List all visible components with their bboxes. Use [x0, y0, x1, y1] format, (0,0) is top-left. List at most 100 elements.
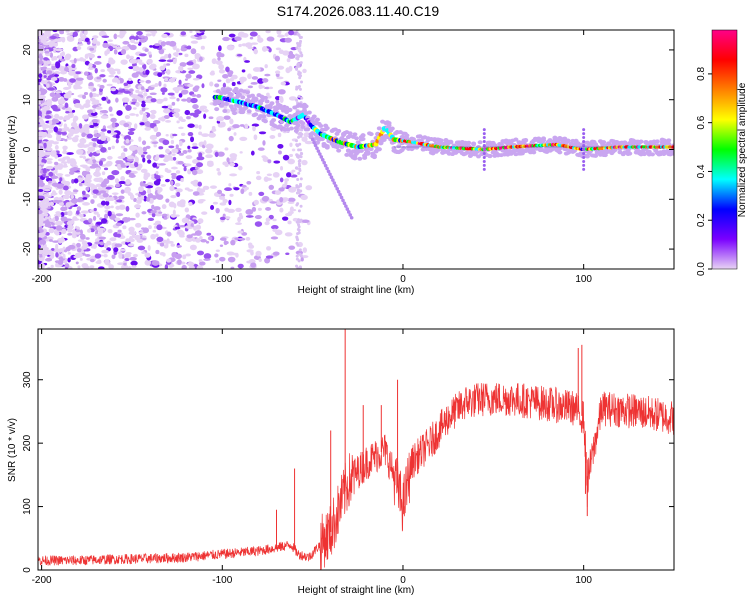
spectrogram-noise-point: [141, 102, 146, 108]
spectrogram-noise-point: [83, 91, 89, 96]
spectrogram-noise-point: [192, 63, 200, 70]
spectrogram-noise-point: [178, 65, 183, 71]
spectrogram-noise-point: [88, 53, 95, 59]
spectrogram-noise-point: [46, 160, 53, 165]
spectrogram-noise-point: [43, 216, 51, 221]
snr-y-ticks: 0 100 200 300: [22, 371, 674, 573]
spectrogram-noise-point: [93, 101, 100, 105]
spectrogram-noise-point: [262, 156, 269, 163]
spectrogram-noise-point: [141, 100, 146, 104]
spectrogram-noise-point: [287, 220, 292, 225]
spectrogram-noise-point: [38, 131, 46, 137]
spectrogram-noise-point: [142, 227, 150, 234]
spectrogram-noise-point: [296, 177, 300, 181]
spectrogram-noise-point: [95, 183, 102, 188]
spectrogram-noise-point: [113, 33, 118, 40]
spectrogram-noise-point: [297, 231, 301, 235]
spectrogram-noise-point: [100, 115, 109, 119]
spectrogram-noise-point: [141, 107, 146, 112]
spectrogram-noise-point: [178, 126, 184, 130]
spectrogram-noise-point: [238, 237, 246, 241]
spectrogram-signal-halo: [243, 105, 249, 110]
spectrogram-noise-point: [98, 236, 107, 240]
spectrogram-noise-point: [284, 32, 289, 37]
spectrogram-noise-point: [165, 198, 170, 203]
spectrogram-noise-point: [79, 138, 87, 145]
spectrogram-noise-point: [135, 71, 141, 75]
spectrogram-noise-point: [270, 236, 279, 240]
spectrogram-noise-point: [145, 69, 150, 76]
spectrogram-noise-point: [203, 253, 212, 260]
spectrogram-branch-point: [312, 140, 316, 145]
spectrogram-noise-point: [155, 249, 160, 255]
spectrogram-noise-point: [156, 194, 164, 200]
spectrogram-noise-point: [48, 239, 53, 242]
spectrogram-noise-point: [170, 213, 177, 218]
spectrogram-noise-point: [216, 116, 225, 122]
spectrogram-noise-point: [74, 71, 82, 75]
spectrogram-noise-point: [289, 153, 294, 158]
spectrogram-noise-point: [216, 167, 220, 172]
spectrogram-noise-point: [71, 63, 76, 69]
spectrogram-noise-point: [123, 82, 129, 87]
spectrogram-noise-point: [38, 215, 43, 221]
spectrogram-noise-point: [172, 156, 177, 161]
spectrogram-noise-point: [266, 246, 272, 251]
spectrogram-noise-point: [88, 109, 93, 114]
spectrogram-noise-point: [49, 43, 53, 48]
spectrogram-branch-point: [315, 146, 319, 151]
spectrogram-noise-point: [38, 66, 41, 71]
spectrogram-noise-point: [295, 66, 299, 70]
spectrogram-noise-point: [61, 131, 67, 135]
spectrogram-noise-point: [189, 244, 197, 251]
spectrogram-noise-point: [175, 52, 179, 58]
spectrogram-noise-point: [122, 225, 127, 230]
spectrogram-noise-point: [176, 191, 181, 198]
spectrogram-noise-point: [297, 46, 302, 53]
spectrogram-noise-point: [219, 256, 226, 262]
spectrogram-noise-point: [214, 151, 219, 158]
spectrogram-noise-point: [197, 188, 206, 194]
spectrogram-noise-point: [184, 110, 191, 116]
spectrogram-noise-point: [158, 146, 164, 150]
spectrogram-y-tick-label: 0: [22, 146, 33, 152]
spectrogram-noise-point: [56, 183, 65, 189]
spectrogram-noise-point: [44, 151, 52, 156]
spectrogram-noise-point: [301, 136, 308, 142]
spectrogram-noise-point: [202, 185, 210, 190]
spectrogram-noise-point: [67, 244, 76, 250]
spectrogram-noise-point: [75, 242, 81, 248]
spectrogram-y-axis-label: Frequency (Hz): [7, 116, 18, 185]
spectrogram-noise-point: [305, 185, 313, 191]
spectrogram-noise-point: [113, 247, 119, 253]
spectrogram-noise-point: [89, 97, 96, 102]
spectrogram-noise-point: [268, 47, 272, 53]
spectrogram-noise-point: [140, 86, 145, 91]
spectrogram-noise-point: [272, 228, 278, 233]
spectrogram-noise-point: [81, 144, 89, 148]
spectrogram-noise-point: [96, 226, 101, 231]
spectrogram-noise-point: [63, 211, 69, 216]
spectrogram-noise-point: [67, 224, 74, 230]
spectrogram-noise-point: [300, 96, 304, 100]
spectrogram-noise-point: [247, 73, 252, 80]
spectrogram-noise-point: [67, 252, 71, 255]
spectrogram-noise-point: [296, 266, 300, 269]
spectrogram-noise-point: [106, 48, 111, 55]
spectrogram-noise-point: [148, 225, 152, 230]
spectrogram-noise-point: [106, 240, 112, 246]
spectrogram-noise-point: [186, 97, 192, 103]
spectrogram-noise-point: [282, 154, 290, 161]
spectrogram-noise-point: [123, 253, 132, 258]
spectrogram-noise-point: [146, 154, 152, 160]
spectrogram-noise-point: [61, 36, 66, 43]
spectrogram-noise-point: [47, 87, 55, 91]
spectrogram-noise-point: [253, 199, 259, 206]
spectrogram-noise-point: [196, 156, 205, 161]
spectrogram-noise-point: [277, 34, 285, 38]
spectrogram-noise-point: [54, 154, 58, 159]
spectrogram-noise-point: [287, 201, 295, 205]
spectrogram-noise-point: [46, 83, 50, 88]
spectrogram-noise-point: [122, 216, 130, 223]
